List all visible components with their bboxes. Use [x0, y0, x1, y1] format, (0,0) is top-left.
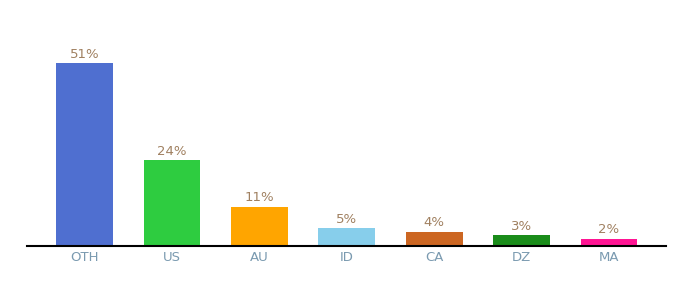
Text: 24%: 24% [157, 145, 187, 158]
Bar [318, 228, 375, 246]
Text: 5%: 5% [336, 213, 358, 226]
Text: 4%: 4% [424, 216, 445, 229]
Bar [581, 239, 637, 246]
Bar [406, 232, 462, 246]
Bar [56, 63, 113, 246]
Text: 2%: 2% [598, 223, 619, 236]
Bar [493, 235, 550, 246]
Text: 51%: 51% [70, 48, 99, 61]
Text: 11%: 11% [245, 191, 274, 204]
Bar [143, 160, 201, 246]
Text: 3%: 3% [511, 220, 532, 233]
Bar [231, 207, 288, 246]
